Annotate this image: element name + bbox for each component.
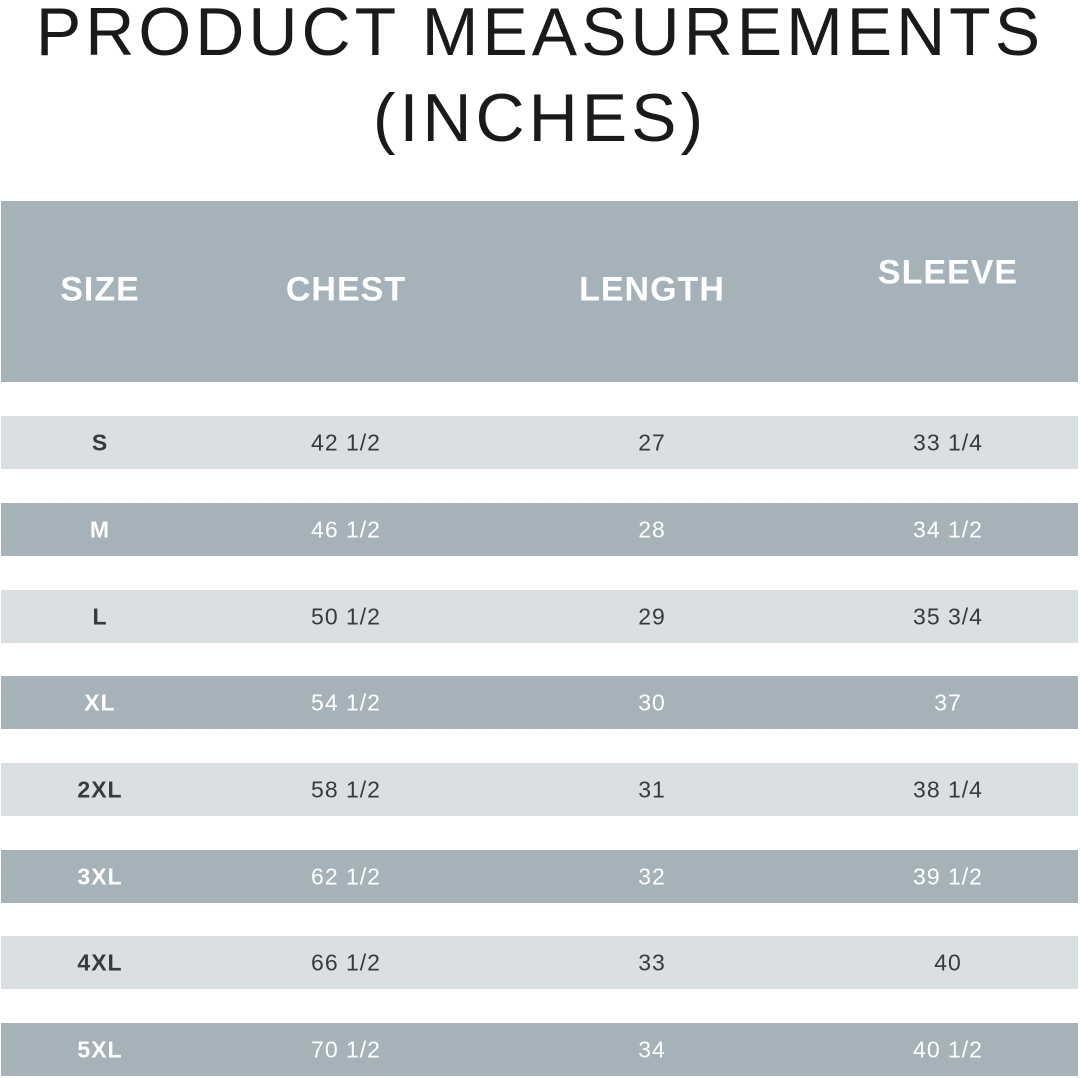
value-cell: 62 1/2 bbox=[311, 863, 381, 890]
table-row bbox=[1, 1023, 1078, 1076]
value-cell: 30 bbox=[638, 689, 666, 716]
value-cell: 66 1/2 bbox=[311, 949, 381, 976]
value-cell: 29 bbox=[638, 603, 666, 630]
table-row bbox=[1, 936, 1078, 989]
title-line: (INCHES) bbox=[372, 80, 708, 156]
size-cell: L bbox=[92, 603, 108, 630]
value-cell: 33 bbox=[638, 949, 666, 976]
table-row bbox=[1, 503, 1078, 556]
value-cell: 35 3/4 bbox=[913, 603, 983, 630]
value-cell: 31 bbox=[638, 776, 666, 803]
value-cell: 40 1/2 bbox=[913, 1036, 983, 1063]
table-row bbox=[1, 676, 1078, 729]
column-header: SLEEVE bbox=[877, 253, 1019, 292]
table-row bbox=[1, 590, 1078, 643]
size-cell: 2XL bbox=[77, 776, 123, 803]
value-cell: 42 1/2 bbox=[311, 429, 381, 456]
value-cell: 40 bbox=[934, 949, 962, 976]
value-cell: 28 bbox=[638, 516, 666, 543]
value-cell: 33 1/4 bbox=[913, 429, 983, 456]
value-cell: 54 1/2 bbox=[311, 689, 381, 716]
size-cell: S bbox=[91, 429, 109, 456]
value-cell: 27 bbox=[638, 429, 666, 456]
value-cell: 70 1/2 bbox=[311, 1036, 381, 1063]
value-cell: 46 1/2 bbox=[311, 516, 381, 543]
title-line: PRODUCT MEASUREMENTS bbox=[35, 0, 1045, 70]
table-row bbox=[1, 850, 1078, 903]
value-cell: 50 1/2 bbox=[311, 603, 381, 630]
size-cell: 5XL bbox=[77, 1036, 123, 1063]
value-cell: 32 bbox=[638, 863, 666, 890]
value-cell: 37 bbox=[934, 689, 962, 716]
value-cell: 34 1/2 bbox=[913, 516, 983, 543]
size-cell: M bbox=[89, 516, 111, 543]
value-cell: 58 1/2 bbox=[311, 776, 381, 803]
table-row bbox=[1, 763, 1078, 816]
size-cell: 4XL bbox=[77, 949, 123, 976]
value-cell: 39 1/2 bbox=[913, 863, 983, 890]
value-cell: 38 1/4 bbox=[913, 776, 983, 803]
size-cell: 3XL bbox=[77, 863, 123, 890]
size-cell: XL bbox=[84, 689, 116, 716]
column-header: LENGTH bbox=[579, 270, 725, 309]
header-row bbox=[1, 201, 1078, 382]
value-cell: 34 bbox=[638, 1036, 666, 1063]
table-row bbox=[1, 416, 1078, 469]
column-header: CHEST bbox=[285, 270, 407, 309]
column-header: SIZE bbox=[60, 270, 140, 309]
